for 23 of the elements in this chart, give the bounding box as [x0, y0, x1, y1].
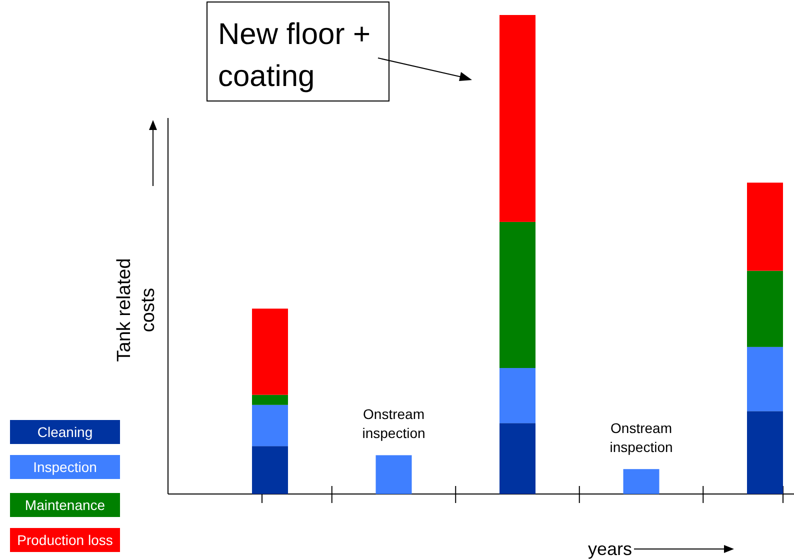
- bar: [252, 394, 288, 405]
- bar: [747, 346, 783, 412]
- text: Production loss: [17, 532, 113, 548]
- annotation: New floor + coating: [218, 18, 371, 93]
- bar: [376, 455, 412, 494]
- bar: [252, 308, 288, 395]
- x-axis-title: years: [588, 539, 632, 559]
- text: Cleaning: [37, 424, 93, 440]
- bar: [500, 222, 536, 368]
- y-axis-title: Tank related costs: [114, 258, 159, 362]
- text: Maintenance: [24, 497, 106, 513]
- bar: [623, 469, 660, 494]
- bar: [500, 15, 536, 222]
- annotation: Onstream inspection: [610, 420, 673, 456]
- bar: [747, 182, 783, 271]
- text: Inspection: [33, 459, 97, 475]
- bar: [747, 270, 783, 347]
- bar: [500, 368, 536, 424]
- bar: [747, 411, 783, 494]
- bar: [252, 446, 288, 494]
- bar: [500, 423, 536, 494]
- bar: [252, 404, 288, 446]
- annotation: Onstream inspection: [362, 406, 426, 442]
